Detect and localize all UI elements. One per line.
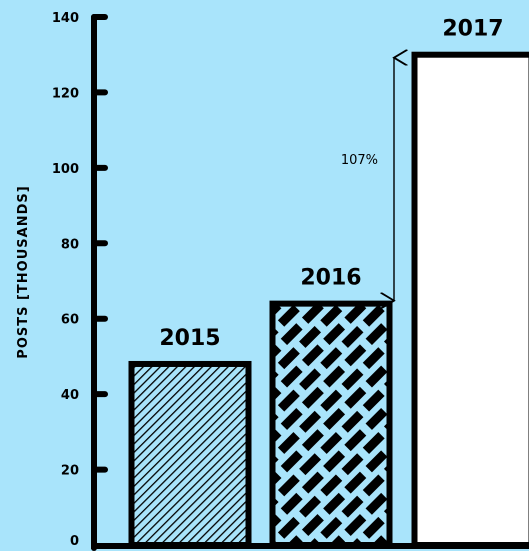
category-label-2017: 2017 bbox=[442, 17, 503, 42]
y-tick-label: 40 bbox=[61, 388, 79, 403]
y-tick-label: 0 bbox=[70, 534, 79, 549]
y-tick-label: 60 bbox=[61, 313, 79, 328]
y-tick-label: 120 bbox=[52, 86, 79, 101]
bar-2017 bbox=[411, 51, 529, 548]
y-tick-label: 20 bbox=[61, 464, 79, 479]
y-tick-label: 80 bbox=[61, 237, 79, 252]
bar-2015 bbox=[128, 360, 252, 548]
y-tick-label: 140 bbox=[52, 11, 79, 26]
y-tick-label: 100 bbox=[52, 162, 79, 177]
bar-2016 bbox=[269, 300, 393, 548]
growth-annotation: 107% bbox=[341, 153, 378, 168]
category-label-2015: 2015 bbox=[159, 326, 220, 351]
y-axis-label: POSTS [THOUSANDS] bbox=[16, 185, 31, 358]
category-label-2016: 2016 bbox=[300, 266, 361, 291]
